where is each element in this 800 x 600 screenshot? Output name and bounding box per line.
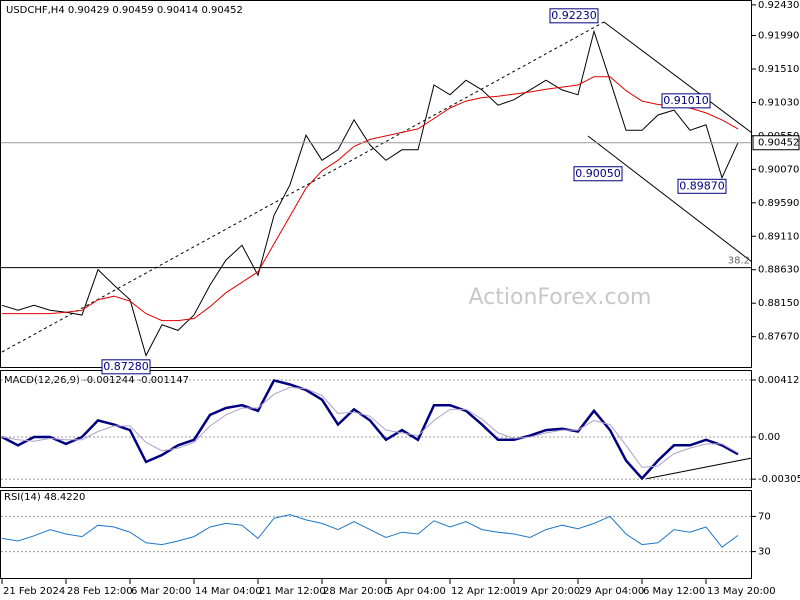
series-line [1,29,739,357]
annotation-label: 0.91010 [663,94,709,107]
watermark: ActionForex.com [469,285,652,310]
x-tick-label: 12 Apr 12:00 [451,586,516,597]
x-tick-label: 29 Apr 04:00 [579,586,644,597]
x-tick-label: 13 May 20:00 [707,586,776,597]
y-tick-label: 0.92430 [758,0,799,11]
annotation-label: 0.90050 [575,167,621,180]
annotation-label: 0.87280 [103,360,149,373]
y-tick-label: 0.89590 [758,198,799,209]
series-line [1,514,739,548]
channel-line [603,21,753,134]
y-tick-label: 0.00 [758,432,780,443]
annotation-box [661,93,711,109]
y-tick-label: 30 [758,547,771,558]
annotation-box [101,359,151,375]
series-line [2,76,739,322]
x-tick-label: 6 Mar 20:00 [131,586,191,597]
current-price-label: 0.90452 [758,138,799,149]
fib-label: 38.2 [728,256,750,267]
divergence-line [644,457,753,480]
y-tick-label: 0.90070 [758,164,799,175]
x-tick-label: 21 Mar 12:00 [259,586,326,597]
macd-title: MACD(12,26,9) -0.001244 -0.001147 [4,375,189,386]
channel-line [587,135,753,263]
x-tick-label: 14 Mar 04:00 [195,586,262,597]
y-tick-label: 0.88630 [758,265,799,276]
x-tick-label: 19 Apr 20:00 [515,586,580,597]
x-tick-label: 28 Feb 12:00 [67,586,133,597]
series-line [1,386,739,468]
rsi-title: RSI(14) 48.4220 [4,492,85,503]
y-tick-label: 70 [758,511,771,522]
y-tick-label: 0.89110 [758,231,799,242]
y-tick-label: 0.91990 [758,31,799,42]
x-tick-label: 5 Apr 04:00 [387,586,446,597]
annotation-box [549,8,599,24]
y-tick-label: -0.003051 [758,474,800,485]
trend-line [1,21,605,353]
annotation-box [573,166,623,182]
annotation-box [677,178,727,194]
annotation-label: 0.89870 [679,179,725,192]
series-line [1,378,739,481]
y-tick-label: 0.91030 [758,97,799,108]
price-panel [0,0,752,368]
x-tick-label: 28 Mar 20:00 [323,586,390,597]
rsi-panel [0,490,752,579]
current-price-box [752,135,800,151]
y-tick-label: 0.91510 [758,64,799,75]
y-tick-label: 0.88150 [758,298,799,309]
x-tick-label: 6 May 12:00 [643,586,705,597]
price-title: USDCHF,H4 0.90429 0.90459 0.90414 0.9045… [6,5,243,16]
x-tick-label: 21 Feb 2024 [3,586,65,597]
y-tick-label: 0.004127 [758,375,800,386]
annotation-label: 0.92230 [551,9,597,22]
macd-panel [0,370,752,488]
y-tick-label: 0.87670 [758,332,799,343]
